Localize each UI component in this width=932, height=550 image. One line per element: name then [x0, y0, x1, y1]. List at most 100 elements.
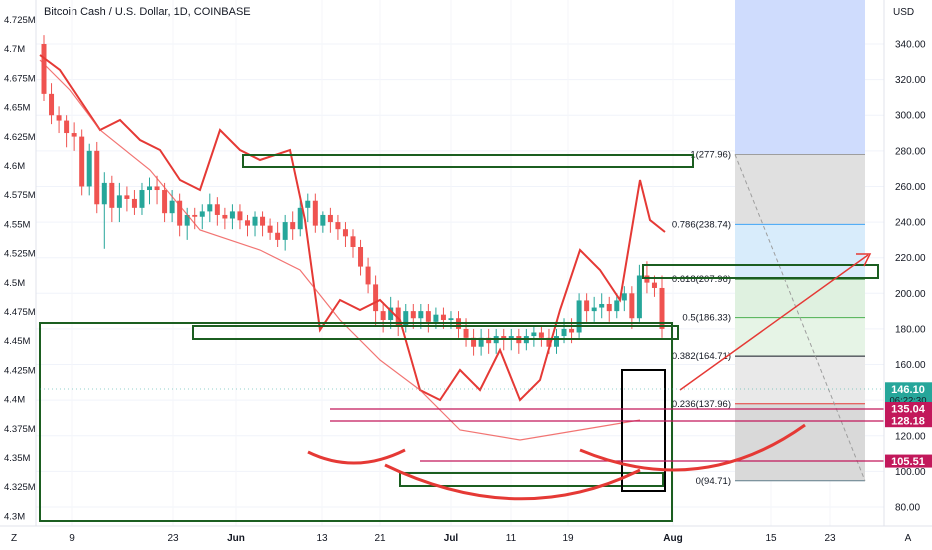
fib-level-label: 0(94.71) [696, 476, 731, 487]
y-tick-label: 280.00 [895, 146, 926, 157]
candle-body [335, 222, 341, 230]
candle-body [553, 336, 559, 347]
left-axis-tick: 4.675M [4, 73, 36, 84]
focus-box [621, 369, 666, 492]
candle-body [79, 136, 85, 187]
candle-body [471, 337, 477, 347]
candle-body [94, 150, 100, 205]
cup-arc-left [307, 448, 406, 465]
candle-body [184, 214, 190, 226]
candle-body [56, 115, 62, 121]
candle-body [162, 190, 168, 214]
left-axis-tick: 4.6M [4, 161, 25, 172]
left-axis-tick: 4.45M [4, 336, 30, 347]
candle-body [192, 214, 198, 217]
candle-body [282, 222, 288, 240]
fib-level-label: 1(277.96) [690, 149, 731, 160]
x-tick-label: Jun [227, 533, 245, 544]
candle-body [147, 186, 153, 191]
cup-arc-right [579, 423, 806, 472]
fibonacci-retracement: 1(277.96) 0.786(238.74) 0.618(207.96) 0.5(1… [672, 0, 866, 487]
candle-body [425, 311, 431, 322]
candle-body [448, 318, 454, 321]
fib-level-label: 0.382(164.71) [672, 351, 731, 362]
x-tick-label: Aug [663, 533, 682, 544]
fib-level-label: 0.236(137.96) [672, 399, 731, 410]
fib-zone [735, 279, 865, 318]
demand-box [399, 472, 664, 487]
candle-body [538, 332, 544, 338]
fib-extension-zone [735, 0, 865, 155]
y-tick-label: 320.00 [895, 75, 926, 86]
moving-average-line [39, 59, 641, 441]
price-tag-label: 135.04 [891, 403, 926, 415]
candle-body [651, 282, 657, 288]
candle-body [395, 307, 401, 326]
fib-zone [735, 224, 865, 280]
candle-body [584, 300, 590, 312]
left-axis-tick: 4.5M [4, 278, 25, 289]
candle-body [636, 275, 642, 319]
candle-body [116, 195, 122, 208]
candle-body [358, 247, 364, 267]
candle-body [169, 200, 175, 214]
y-tick-label: 100.00 [895, 467, 926, 478]
candle-body [124, 195, 130, 199]
candle-body [463, 328, 469, 338]
candle-body [440, 314, 446, 321]
candle-body [410, 311, 416, 319]
fib-level-label: 0.786(238.74) [672, 219, 731, 230]
candle-body [267, 225, 273, 233]
candle-body [49, 93, 55, 116]
x-tick-label: Jul [444, 533, 459, 544]
candle-body [433, 314, 439, 322]
y-tick-label: 260.00 [895, 182, 926, 193]
fib-zone [735, 403, 865, 481]
y-tick-label: 200.00 [895, 289, 926, 300]
projection-arrowhead [856, 253, 872, 267]
candle-body [320, 214, 326, 226]
left-axis-tick: 4.325M [4, 482, 36, 493]
candle-body [388, 307, 394, 321]
range-box [39, 322, 673, 522]
x-tick-label: 11 [506, 533, 517, 544]
candle-body [86, 150, 92, 187]
candle-body [275, 232, 281, 240]
left-axis-tick: 4.425M [4, 365, 36, 376]
candle-body [327, 214, 333, 223]
left-axis-tick: 4.475M [4, 307, 36, 318]
price-tag-label: 146.10 [891, 384, 925, 396]
candle-body [71, 133, 77, 137]
y-tick-label: 160.00 [895, 360, 926, 371]
fib-zone [735, 317, 865, 357]
price-tag-label: 105.51 [891, 456, 925, 468]
candle-body [486, 337, 492, 344]
fib-zone [735, 356, 865, 404]
left-axis-tick: 4.7M [4, 44, 25, 55]
support-box [192, 325, 679, 340]
left-axis-tick: 4.55M [4, 219, 30, 230]
x-tick-label: 9 [69, 533, 75, 544]
fib-level-label: 0.5(186.33) [682, 313, 731, 324]
x-tick-label: 21 [374, 533, 386, 544]
candle-body [342, 229, 348, 237]
candle-body [229, 211, 235, 219]
annotation-drawings [39, 54, 884, 522]
x-tick-label: 23 [824, 533, 836, 544]
candle-body [154, 186, 160, 191]
x-tick-label: 15 [765, 533, 777, 544]
fib-level-label: 0.618(207.96) [672, 274, 731, 285]
y-tick-label: 120.00 [895, 431, 926, 442]
left-axis-tick: 4.525M [4, 249, 36, 260]
x-tick-label: 23 [167, 533, 179, 544]
price-tag-label: 128.18 [891, 416, 925, 428]
x-tick-label: Z [11, 533, 17, 544]
candle-body [244, 220, 250, 226]
countdown-label: 06:22:30 [890, 395, 927, 406]
candle-body [214, 204, 220, 215]
candle-body [599, 303, 605, 308]
candle-body [644, 275, 650, 283]
currency-label: USD [893, 7, 914, 18]
candle-body [373, 284, 379, 312]
